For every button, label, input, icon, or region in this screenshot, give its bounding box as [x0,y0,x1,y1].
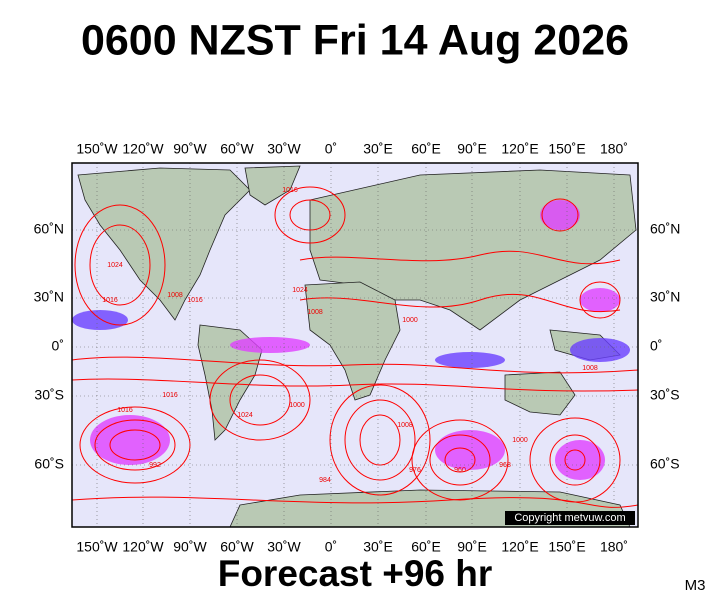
lon-label-top: 180˚ [600,141,628,157]
lon-label-bottom: 90˚E [457,539,487,555]
graticule [72,163,638,527]
model-label: M3 [685,577,706,594]
isobar-label: 1016 [117,407,133,414]
lon-label-top: 120˚W [122,141,164,157]
lon-label-top: 120˚E [501,141,538,157]
isobar-label: 1008 [167,292,183,299]
isobar-label: 1024 [237,412,253,419]
lon-label-top: 150˚E [548,141,585,157]
lon-label-bottom: 30˚W [267,539,301,555]
isobar-label: 1000 [512,437,528,444]
forecast-label: Forecast +96 hr [218,553,493,594]
copyright: Copyright metvuw.com [514,512,625,524]
map: 1016 1024 1016 1008 1024 1016 1000 1008 1016 1024… [71,162,639,528]
map-frame [71,162,639,528]
lon-label-top: 0˚ [325,141,337,157]
title: 0600 NZST Fri 14 Aug 2026 [81,16,629,64]
lon-label-bottom: 30˚E [363,539,393,555]
lon-label-bottom: 120˚E [501,539,538,555]
isobar-label: 1016 [102,297,118,304]
lat-label-right: 30˚S [650,387,680,403]
lon-label-bottom: 60˚E [411,539,441,555]
lat-label-right: 60˚N [650,221,680,237]
lon-label-bottom: 0˚ [325,539,337,555]
isobar-label: 1016 [162,392,178,399]
lat-label-right: 60˚S [650,456,680,472]
isobar-label: 1008 [307,309,323,316]
lat-label-left: 30˚N [34,289,64,305]
precipitation [72,200,630,480]
isobar-label: 1000 [402,317,418,324]
lat-label-left: 30˚S [34,387,64,403]
isobar-label: 1008 [582,365,598,372]
isobars [71,186,639,508]
lon-label-top: 30˚E [363,141,393,157]
lon-label-top: 60˚E [411,141,441,157]
lat-label-right: 0˚ [650,338,662,354]
lon-label-bottom: 90˚W [173,539,207,555]
lon-label-top: 60˚W [220,141,254,157]
lon-label-bottom: 180˚ [600,539,628,555]
land [77,165,637,528]
lon-label-top: 150˚W [76,141,118,157]
isobar-label: 968 [499,462,511,469]
lon-label-top: 90˚E [457,141,487,157]
lat-label-left: 60˚S [34,456,64,472]
isobar-label: 1016 [282,187,298,194]
isobar-label: 992 [149,462,161,469]
lon-label-top: 90˚W [173,141,207,157]
isobar-labels: 1016 1024 1016 1008 1024 1016 1000 1008 1016 1024… [102,187,598,484]
lon-label-bottom: 120˚W [122,539,164,555]
isobar-label: 960 [454,467,466,474]
lon-label-bottom: 150˚E [548,539,585,555]
isobar-label: 984 [319,477,331,484]
lat-label-left: 60˚N [34,221,64,237]
lat-label-right: 30˚N [650,289,680,305]
isobar-label: 1024 [292,287,308,294]
isobar-label: 1016 [187,297,203,304]
lat-label-left: 0˚ [52,338,64,354]
copyright-box [505,511,635,525]
lon-label-bottom: 60˚W [220,539,254,555]
isobar-label: 1024 [107,262,123,269]
isobar-label: 1008 [397,422,413,429]
lon-label-bottom: 150˚W [76,539,118,555]
lon-label-top: 30˚W [267,141,301,157]
isobar-label: 976 [409,467,421,474]
isobar-label: 1000 [289,402,305,409]
